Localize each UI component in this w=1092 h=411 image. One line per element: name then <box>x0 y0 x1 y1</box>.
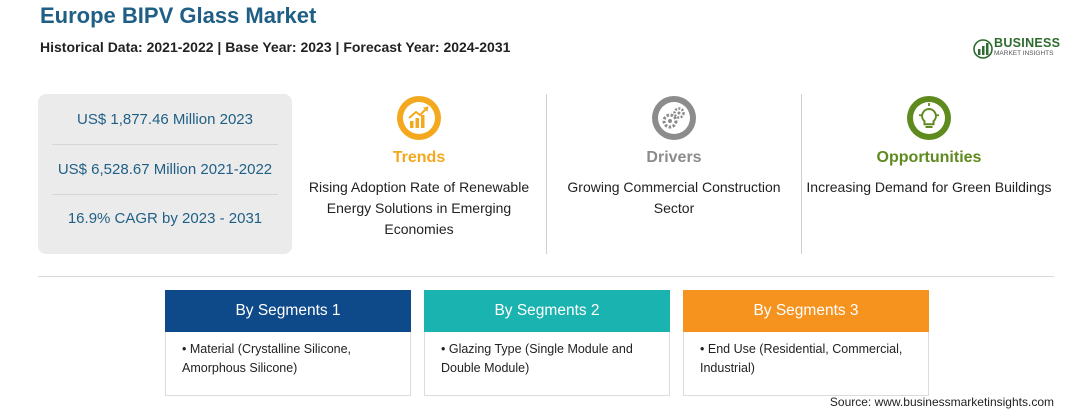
market-stats-panel: US$ 1,877.46 Million 2023 US$ 6,528.67 M… <box>38 94 292 254</box>
stat-cagr: 16.9% CAGR by 2023 - 2031 <box>67 210 263 227</box>
stat-historical-value: US$ 6,528.67 Million 2021-2022 <box>57 161 273 178</box>
section-divider <box>38 276 1054 277</box>
feature-title: Drivers <box>646 149 702 166</box>
segment-header: By Segments 3 <box>683 290 929 332</box>
feature-description: Increasing Demand for Green Buildings <box>806 179 1052 195</box>
lightbulb-icon <box>907 96 951 140</box>
feature-title: Trends <box>392 149 446 166</box>
page-subtitle: Historical Data: 2021-2022 | Base Year: … <box>40 39 511 55</box>
segment-header: By Segments 1 <box>165 290 411 332</box>
source-credit: Source: www.businessmarketinsights.com <box>829 395 1054 409</box>
page-title: Europe BIPV Glass Market <box>40 3 317 28</box>
segment-card-1: By Segments 1 • Material (Crystalline Si… <box>165 290 411 396</box>
feature-description: Growing Commercial Construction Sector <box>567 179 781 216</box>
logo-wordmark: BUSINESS <box>994 36 1061 50</box>
logo-icon <box>973 39 993 59</box>
stat-divider <box>52 144 278 145</box>
segment-item: • Material (Crystalline Silicone, Amorph… <box>182 342 352 375</box>
column-divider <box>801 94 802 254</box>
logo-tagline: MARKET INSIGHTS <box>994 50 1054 57</box>
segment-item-text: Material (Crystalline Silicone, Amorphou… <box>182 342 352 375</box>
stat-market-size-2023: US$ 1,877.46 Million 2023 <box>77 111 253 128</box>
segment-header: By Segments 2 <box>424 290 670 332</box>
segment-item-text: Glazing Type (Single Module and Double M… <box>441 342 633 375</box>
segment-item: • End Use (Residential, Commercial, Indu… <box>700 342 903 375</box>
feature-description: Rising Adoption Rate of Renewable Energy… <box>308 179 530 237</box>
gears-icon <box>652 96 696 140</box>
stat-divider <box>52 194 278 195</box>
trending-chart-icon <box>397 96 441 140</box>
segment-item: • Glazing Type (Single Module and Double… <box>441 342 633 375</box>
business-market-insights-logo[interactable]: BUSINESS MARKET INSIGHTS <box>972 34 1062 64</box>
segment-item-text: End Use (Residential, Commercial, Indust… <box>700 342 903 375</box>
feature-title: Opportunities <box>876 149 982 166</box>
segment-card-2: By Segments 2 • Glazing Type (Single Mod… <box>424 290 670 396</box>
segment-card-3: By Segments 3 • End Use (Residential, Co… <box>683 290 929 396</box>
column-divider <box>546 94 547 254</box>
